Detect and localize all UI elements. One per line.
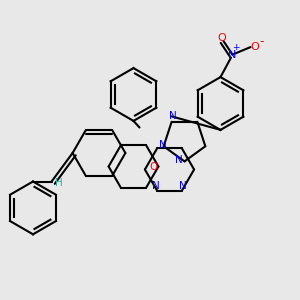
Text: N: N — [152, 181, 160, 191]
Text: O: O — [218, 33, 226, 43]
Text: O: O — [250, 42, 260, 52]
Text: O: O — [149, 161, 157, 172]
Text: N: N — [169, 111, 177, 122]
Text: +: + — [232, 44, 240, 52]
Text: N: N — [179, 181, 187, 191]
Text: N: N — [228, 50, 237, 60]
Text: N: N — [159, 140, 167, 150]
Text: N: N — [175, 155, 183, 165]
Text: -: - — [260, 35, 264, 48]
Text: H: H — [55, 178, 63, 188]
